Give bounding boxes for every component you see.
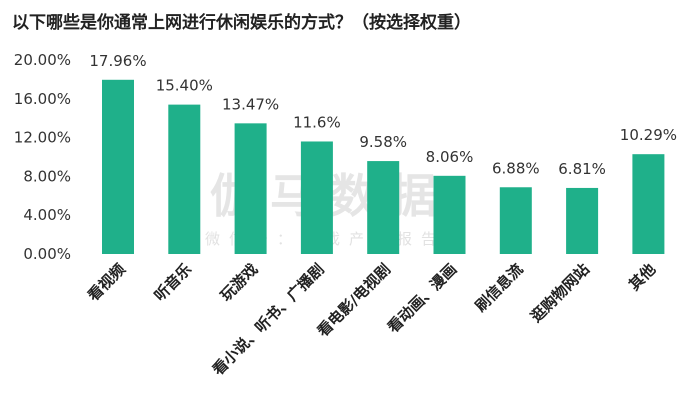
chart-title: 以下哪些是你通常上网进行休闲娱乐的方式？（按选择权重）	[12, 12, 471, 33]
x-category-label: 听音乐	[151, 260, 196, 305]
value-label: 11.6%	[293, 113, 341, 131]
bar	[499, 187, 532, 254]
bars	[102, 79, 665, 255]
value-label: 8.06%	[426, 148, 474, 166]
y-tick-label: 4.00%	[23, 206, 71, 224]
x-category-label: 看小说、听书、广播剧	[209, 260, 328, 379]
bar	[433, 175, 466, 254]
value-label: 6.81%	[558, 160, 606, 178]
value-label: 10.29%	[620, 126, 677, 144]
y-tick-label: 0.00%	[23, 245, 71, 263]
y-tick-label: 12.00%	[14, 129, 71, 147]
bar	[102, 79, 134, 255]
value-label: 15.40%	[156, 77, 213, 95]
bar	[168, 104, 201, 255]
bar	[367, 161, 400, 254]
value-label: 17.96%	[89, 52, 146, 70]
x-category-label: 刷信息流	[471, 260, 526, 315]
x-category-label: 逛购物网站	[527, 260, 593, 326]
y-tick-label: 20.00%	[14, 51, 71, 69]
bar	[632, 154, 665, 254]
bar	[566, 187, 599, 254]
bar	[234, 123, 267, 254]
x-category-label: 其他	[625, 260, 659, 294]
y-axis: 0.00% 4.00% 8.00% 12.00% 16.00% 20.00%	[14, 51, 71, 263]
x-category-label: 看视频	[84, 260, 129, 305]
y-tick-label: 16.00%	[14, 90, 71, 108]
bar	[300, 141, 333, 254]
y-tick-label: 8.00%	[23, 167, 71, 185]
value-labels: 17.96% 15.40% 13.47% 11.6% 9.58% 8.06% 6.88% 6.…	[89, 52, 677, 178]
value-label: 13.47%	[222, 95, 279, 113]
x-category-label: 玩游戏	[217, 260, 262, 305]
x-category-label: 看动画、漫画	[384, 260, 460, 336]
value-label: 9.58%	[359, 133, 407, 151]
value-label: 6.88%	[492, 159, 540, 177]
